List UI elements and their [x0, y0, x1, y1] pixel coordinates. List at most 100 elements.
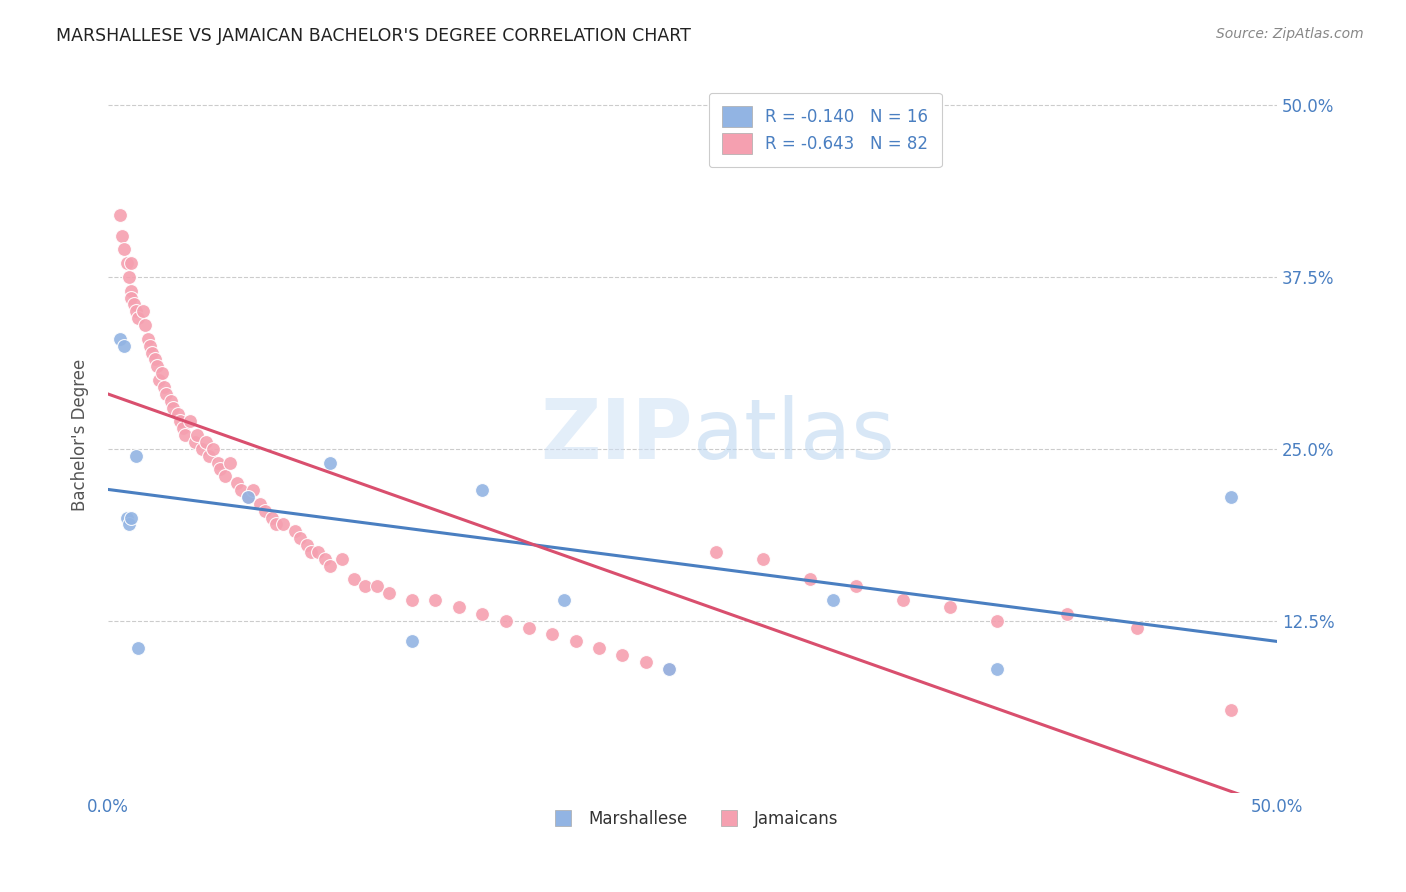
Point: [253, 504, 276, 518]
Point: [136, 332, 159, 346]
Point: [190, 442, 212, 456]
Point: [986, 662, 1008, 676]
Point: [799, 573, 821, 587]
Point: [1219, 490, 1241, 504]
Point: [169, 414, 191, 428]
Point: [447, 599, 470, 614]
Text: ZIP: ZIP: [540, 394, 693, 475]
Point: [139, 338, 162, 352]
Point: [242, 483, 264, 497]
Point: [125, 449, 148, 463]
Point: [174, 428, 197, 442]
Point: [1219, 703, 1241, 717]
Point: [118, 269, 141, 284]
Point: [120, 510, 142, 524]
Point: [238, 490, 260, 504]
Point: [148, 373, 170, 387]
Point: [111, 228, 134, 243]
Point: [319, 558, 342, 573]
Point: [553, 593, 575, 607]
Point: [231, 483, 253, 497]
Point: [366, 579, 388, 593]
Point: [1056, 607, 1078, 621]
Point: [939, 599, 962, 614]
Point: [541, 627, 564, 641]
Point: [319, 456, 342, 470]
Point: [143, 352, 166, 367]
Point: [115, 256, 138, 270]
Point: [314, 551, 336, 566]
Point: [330, 551, 353, 566]
Point: [122, 297, 145, 311]
Point: [209, 462, 232, 476]
Point: [179, 414, 201, 428]
Point: [266, 517, 288, 532]
Text: Source: ZipAtlas.com: Source: ZipAtlas.com: [1216, 27, 1364, 41]
Point: [108, 208, 131, 222]
Point: [342, 573, 364, 587]
Text: atlas: atlas: [693, 394, 894, 475]
Point: [308, 545, 330, 559]
Point: [127, 311, 149, 326]
Point: [115, 510, 138, 524]
Point: [249, 497, 271, 511]
Point: [1126, 621, 1149, 635]
Y-axis label: Bachelor's Degree: Bachelor's Degree: [72, 359, 89, 511]
Point: [845, 579, 868, 593]
Point: [153, 380, 176, 394]
Point: [354, 579, 377, 593]
Point: [146, 359, 169, 374]
Point: [288, 531, 311, 545]
Point: [273, 517, 295, 532]
Point: [172, 421, 194, 435]
Point: [125, 304, 148, 318]
Point: [150, 366, 173, 380]
Point: [471, 607, 494, 621]
Point: [495, 614, 517, 628]
Point: [195, 434, 218, 449]
Point: [471, 483, 494, 497]
Point: [658, 662, 681, 676]
Point: [186, 428, 208, 442]
Point: [704, 545, 727, 559]
Point: [118, 517, 141, 532]
Point: [134, 318, 156, 332]
Point: [112, 243, 135, 257]
Point: [295, 538, 318, 552]
Point: [377, 586, 399, 600]
Point: [564, 634, 586, 648]
Point: [260, 510, 283, 524]
Point: [658, 662, 681, 676]
Point: [167, 408, 190, 422]
Point: [120, 284, 142, 298]
Point: [120, 256, 142, 270]
Point: [218, 456, 240, 470]
Point: [821, 593, 844, 607]
Point: [132, 304, 155, 318]
Point: [891, 593, 914, 607]
Point: [160, 393, 183, 408]
Point: [214, 469, 236, 483]
Point: [588, 641, 610, 656]
Point: [301, 545, 323, 559]
Point: [112, 338, 135, 352]
Point: [183, 434, 205, 449]
Point: [517, 621, 540, 635]
Point: [752, 551, 775, 566]
Point: [120, 291, 142, 305]
Text: MARSHALLESE VS JAMAICAN BACHELOR'S DEGREE CORRELATION CHART: MARSHALLESE VS JAMAICAN BACHELOR'S DEGRE…: [56, 27, 692, 45]
Point: [401, 593, 423, 607]
Point: [127, 641, 149, 656]
Point: [202, 442, 225, 456]
Point: [634, 655, 657, 669]
Point: [162, 401, 184, 415]
Point: [207, 456, 229, 470]
Point: [197, 449, 219, 463]
Point: [238, 490, 260, 504]
Point: [425, 593, 447, 607]
Legend: Marshallese, Jamaicans: Marshallese, Jamaicans: [540, 803, 845, 834]
Point: [284, 524, 307, 539]
Point: [155, 386, 177, 401]
Point: [986, 614, 1008, 628]
Point: [612, 648, 634, 662]
